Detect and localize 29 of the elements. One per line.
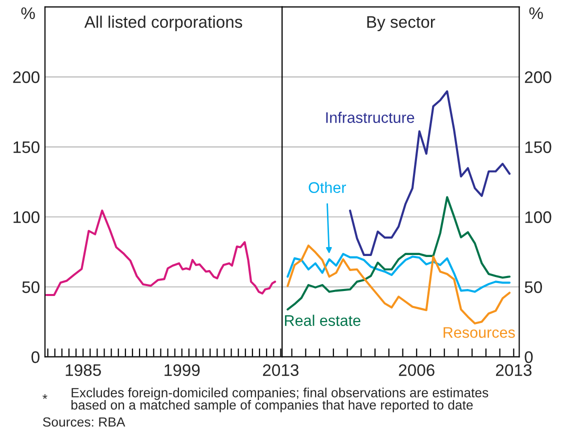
y-tick-label: 50 (22, 281, 40, 294)
x-tick-label: 1985 (66, 364, 101, 376)
line-series (286, 244, 511, 324)
x-tick-label: 2006 (398, 364, 434, 376)
x-tick-label: 2013 (262, 364, 298, 376)
y-tick-label: 0 (31, 351, 40, 364)
y-tick-label: 150 (14, 141, 40, 154)
text: Other (308, 182, 346, 193)
series-label: Infrastructure (326, 112, 414, 123)
x-tick-label: 1999 (164, 364, 200, 376)
line-series (286, 196, 511, 310)
chart-title: All listed corporations (84, 16, 242, 32)
x-tick-label: 2013 (496, 364, 532, 376)
source-note: Sources: RBA (42, 417, 126, 427)
y-tick-label: 150 (525, 141, 552, 154)
y-axis-title: % (529, 7, 543, 20)
text: * Excludes foreign-domiciled companies; final observations are estimates based on a matched sample of companies that have reported to date (42, 388, 488, 412)
text: By sector (367, 16, 436, 32)
y-tick-label: 100 (525, 211, 552, 224)
y-axis-title: % (21, 7, 35, 20)
y-tick-label: 50 (524, 281, 542, 294)
series-label: Resources (444, 327, 515, 338)
y-tick-label: 100 (14, 211, 40, 224)
y-tick-label: 200 (524, 71, 552, 84)
y-tick-label: 200 (13, 71, 40, 84)
line-series (286, 252, 511, 293)
line-series (45, 210, 276, 296)
series-label: Real estate (285, 314, 360, 326)
y-tick-label: 0 (524, 351, 533, 364)
